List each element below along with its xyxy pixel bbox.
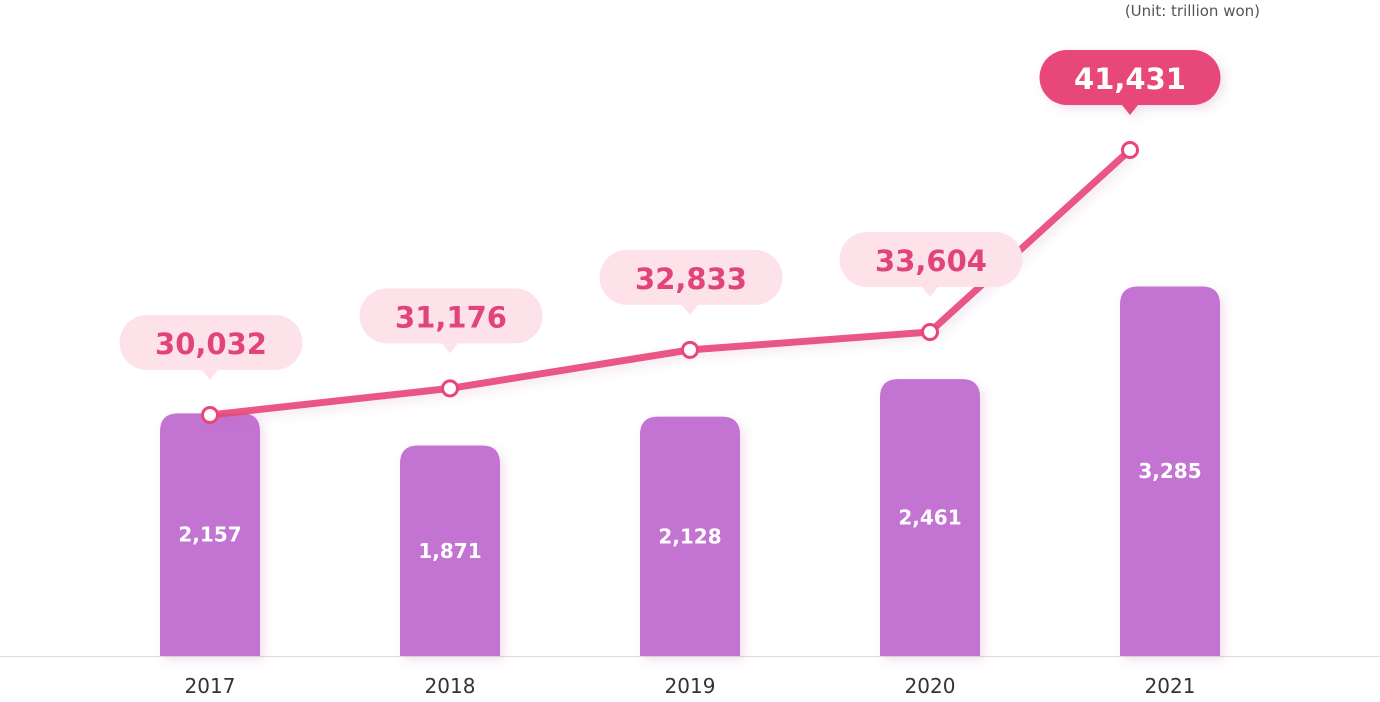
line-value-label: 30,032 [155, 327, 267, 361]
line-value-label: 32,833 [635, 262, 747, 296]
bar [880, 379, 980, 656]
x-tick-label: 2017 [185, 674, 236, 698]
line-point [681, 340, 699, 359]
unit-note: (Unit: trillion won) [1124, 2, 1260, 20]
line-point [441, 379, 459, 398]
value-bubble [119, 315, 303, 380]
line-value-label: 31,176 [395, 300, 507, 334]
line-value-label: 33,604 [875, 244, 987, 278]
line-point [1121, 141, 1139, 159]
x-tick-label: 2020 [905, 674, 956, 698]
bar-value-label: 2,461 [898, 506, 961, 530]
bar-value-label: 2,157 [178, 523, 241, 547]
x-tick-label: 2018 [425, 674, 476, 698]
bar [640, 416, 740, 656]
bar-value-label: 3,285 [1138, 459, 1201, 483]
bar [1120, 286, 1220, 656]
value-bubble [599, 249, 783, 315]
value-bubble [359, 288, 543, 354]
x-tick-label: 2019 [665, 674, 716, 698]
highlight-bubble [1039, 50, 1221, 115]
bar [400, 445, 500, 656]
line-value-label: 41,431 [1074, 62, 1186, 96]
bar-value-label: 2,128 [658, 524, 721, 548]
x-tick-label: 2021 [1145, 674, 1196, 698]
bar [160, 413, 260, 656]
line-point [921, 322, 939, 341]
line-point [201, 406, 219, 424]
value-bubble [839, 231, 1023, 297]
bar-value-label: 1,871 [418, 539, 481, 563]
